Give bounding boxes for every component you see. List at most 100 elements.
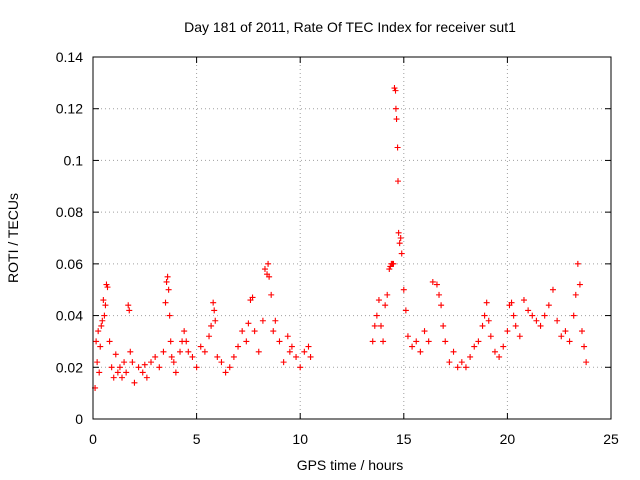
data-point <box>417 348 424 355</box>
data-point <box>214 353 221 360</box>
data-point <box>467 353 474 360</box>
data-point <box>576 281 583 288</box>
data-point <box>259 317 266 324</box>
data-point <box>554 317 561 324</box>
data-point <box>438 302 445 309</box>
plot-frame <box>92 56 612 420</box>
data-point <box>166 312 173 319</box>
data-point <box>397 235 404 241</box>
data-point <box>266 273 273 280</box>
data-point <box>307 353 314 360</box>
y-tick-label: 0.1 <box>64 152 84 168</box>
x-tick-label: 5 <box>193 431 201 447</box>
data-point <box>510 312 517 319</box>
data-point <box>185 348 192 355</box>
data-point <box>210 299 217 306</box>
data-point <box>371 322 378 329</box>
x-tick-label: 20 <box>500 431 516 447</box>
data-point <box>167 338 174 345</box>
data-point <box>458 359 465 366</box>
y-tick-label: 0 <box>75 411 83 427</box>
data-point <box>218 359 225 366</box>
data-point <box>382 302 389 309</box>
data-point <box>139 369 146 376</box>
data-point <box>425 338 432 345</box>
data-point <box>95 328 102 335</box>
data-point <box>103 281 110 288</box>
data-point <box>380 338 387 345</box>
x-tick-label: 15 <box>396 431 412 447</box>
data-point <box>251 328 258 335</box>
data-point <box>112 351 119 358</box>
data-point <box>393 116 400 123</box>
data-point <box>212 317 219 324</box>
data-point <box>119 374 126 381</box>
data-point <box>378 322 385 329</box>
data-point <box>272 317 279 324</box>
data-point <box>386 266 393 273</box>
data-point <box>394 144 401 151</box>
data-point <box>116 364 123 371</box>
y-axis-label: ROTI / TECUs <box>5 193 21 283</box>
data-point <box>189 353 196 360</box>
data-point <box>226 364 233 371</box>
data-point <box>101 312 108 319</box>
data-point <box>402 307 409 314</box>
data-point <box>413 338 420 345</box>
data-point <box>183 338 190 345</box>
data-point <box>93 338 100 345</box>
data-point <box>164 273 171 280</box>
data-point <box>398 250 405 257</box>
data-point <box>276 338 283 345</box>
data-points <box>92 85 590 391</box>
grid-lines <box>93 57 611 419</box>
data-point <box>369 338 376 345</box>
data-point <box>206 333 213 340</box>
data-point <box>131 379 138 386</box>
data-point <box>541 312 548 319</box>
data-point <box>475 338 482 345</box>
data-point <box>462 364 469 371</box>
data-point <box>409 343 416 350</box>
data-point <box>129 359 136 366</box>
data-point <box>270 328 277 335</box>
data-point <box>197 343 204 350</box>
data-point <box>152 353 159 360</box>
data-point <box>222 369 229 376</box>
data-point <box>481 312 488 319</box>
data-point <box>123 369 130 376</box>
data-point <box>181 328 188 335</box>
data-point <box>421 328 428 335</box>
x-tick-labels: 0 5 10 15 20 25 <box>89 431 619 447</box>
data-point <box>392 105 399 112</box>
data-point <box>570 312 577 319</box>
data-point <box>390 260 397 267</box>
data-point <box>525 307 532 314</box>
data-point <box>384 291 391 298</box>
data-point <box>297 364 304 371</box>
data-point <box>249 294 256 301</box>
data-point <box>404 333 411 340</box>
data-point <box>500 343 507 350</box>
data-point <box>578 328 585 335</box>
data-point <box>193 364 200 371</box>
data-point <box>235 343 242 350</box>
data-point <box>114 369 121 376</box>
data-point <box>537 322 544 329</box>
data-point <box>483 299 490 306</box>
data-point <box>572 291 579 298</box>
data-point <box>293 353 300 360</box>
data-point <box>172 369 179 376</box>
data-point <box>446 359 453 366</box>
data-point <box>125 302 132 309</box>
data-point <box>96 369 103 376</box>
data-point <box>208 322 215 329</box>
data-point <box>126 307 133 314</box>
data-point <box>156 364 163 371</box>
data-point <box>177 348 184 355</box>
data-point <box>566 338 573 345</box>
y-tick-label: 0.14 <box>56 49 83 65</box>
data-point <box>487 333 494 340</box>
data-point <box>268 291 275 298</box>
data-point <box>141 361 148 368</box>
